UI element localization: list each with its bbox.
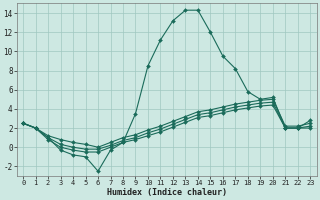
- X-axis label: Humidex (Indice chaleur): Humidex (Indice chaleur): [107, 188, 227, 197]
